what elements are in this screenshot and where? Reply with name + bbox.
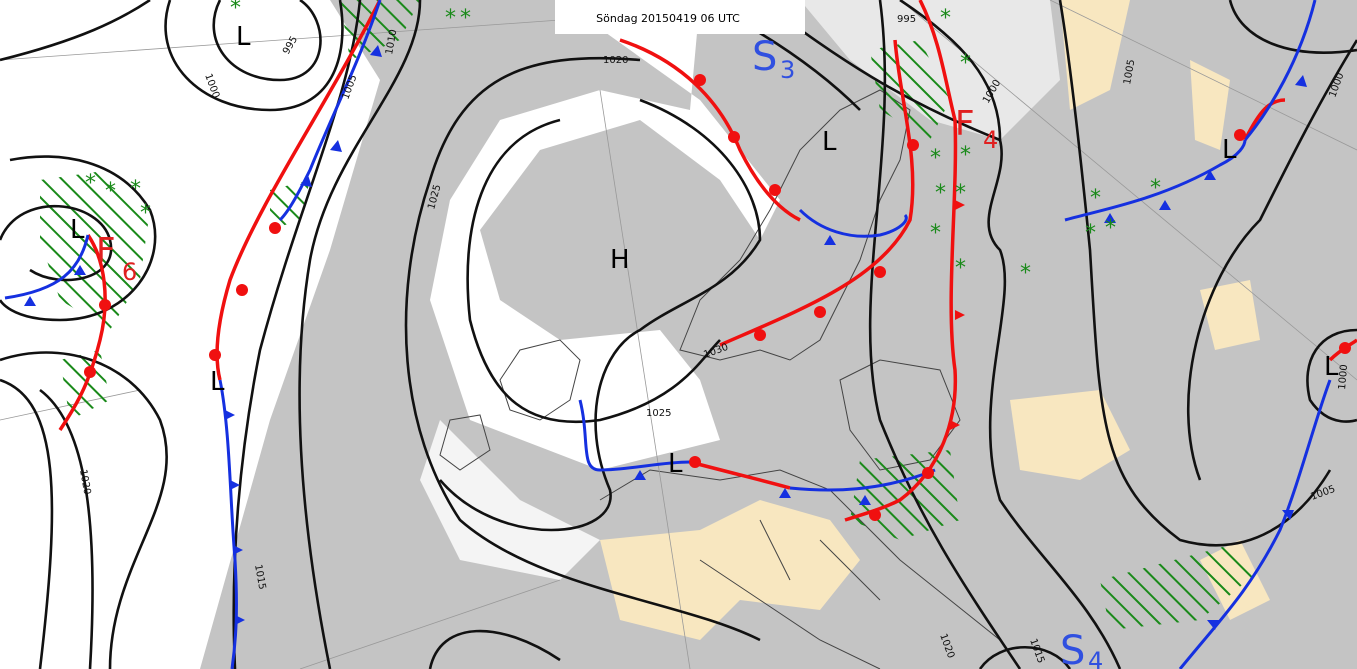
svg-text:*: * (1085, 221, 1096, 246)
isobar-label: 1000 (1337, 364, 1350, 390)
system-letter: S (752, 34, 777, 80)
svg-text:*: * (955, 181, 966, 206)
isobar-label: 1025 (646, 408, 671, 419)
precipitation (340, 0, 420, 60)
system-number: 3 (780, 56, 795, 84)
svg-text:*: * (930, 146, 941, 171)
front-number: 6 (122, 258, 137, 286)
land (1200, 280, 1260, 350)
precipitation (1100, 545, 1260, 630)
svg-text:*: * (445, 6, 456, 31)
svg-text:*: * (930, 221, 941, 246)
clear-area (420, 420, 600, 580)
svg-text:*: * (1150, 176, 1161, 201)
isobar-label: 1020 (603, 55, 628, 66)
isobar-label: 1005 (1122, 59, 1137, 86)
title-box (555, 0, 805, 34)
low-label: L (70, 215, 85, 245)
low-label: L (236, 22, 251, 52)
snow-symbols: * * ** *** * * *** ** ** ** * * (85, 0, 1161, 286)
isobar-label: 1010 (384, 29, 399, 56)
low-label: L (1222, 135, 1237, 165)
precipitation (870, 40, 950, 140)
system-number: 4 (1088, 647, 1103, 669)
high-label: H (610, 245, 630, 275)
system-letter: S (1060, 628, 1085, 669)
svg-text:*: * (1105, 216, 1116, 241)
svg-text:*: * (955, 256, 966, 281)
low-label: L (210, 367, 225, 397)
border (699, 519, 881, 669)
svg-text:*: * (1020, 261, 1031, 286)
land (1190, 60, 1230, 150)
svg-text:*: * (85, 171, 96, 196)
svg-text:*: * (460, 6, 471, 31)
land (1060, 0, 1130, 110)
isobar-label: 995 (897, 14, 916, 25)
isobar-label: 1020 (77, 469, 92, 496)
svg-text:*: * (230, 0, 241, 21)
svg-text:*: * (105, 179, 116, 204)
front-letter: F (955, 104, 975, 144)
low-label: L (822, 127, 837, 157)
coastline (439, 414, 491, 471)
svg-text:*: * (960, 51, 971, 76)
svg-text:*: * (960, 143, 971, 168)
svg-text:*: * (130, 177, 141, 202)
coastline (499, 339, 581, 421)
low-label: L (1324, 352, 1339, 382)
svg-text:*: * (1090, 186, 1101, 211)
svg-text:*: * (940, 6, 951, 31)
map-title: Söndag 20150419 06 UTC (596, 12, 740, 25)
isobar-label: 1015 (252, 564, 267, 591)
land (600, 500, 860, 640)
front-letter: F (96, 231, 116, 271)
front-number: 4 (983, 126, 998, 154)
low-label: L (668, 449, 683, 479)
clear-area (430, 0, 780, 470)
svg-text:*: * (140, 201, 151, 226)
land (1010, 390, 1130, 480)
svg-text:*: * (935, 181, 946, 206)
fronts (4, 0, 1357, 669)
